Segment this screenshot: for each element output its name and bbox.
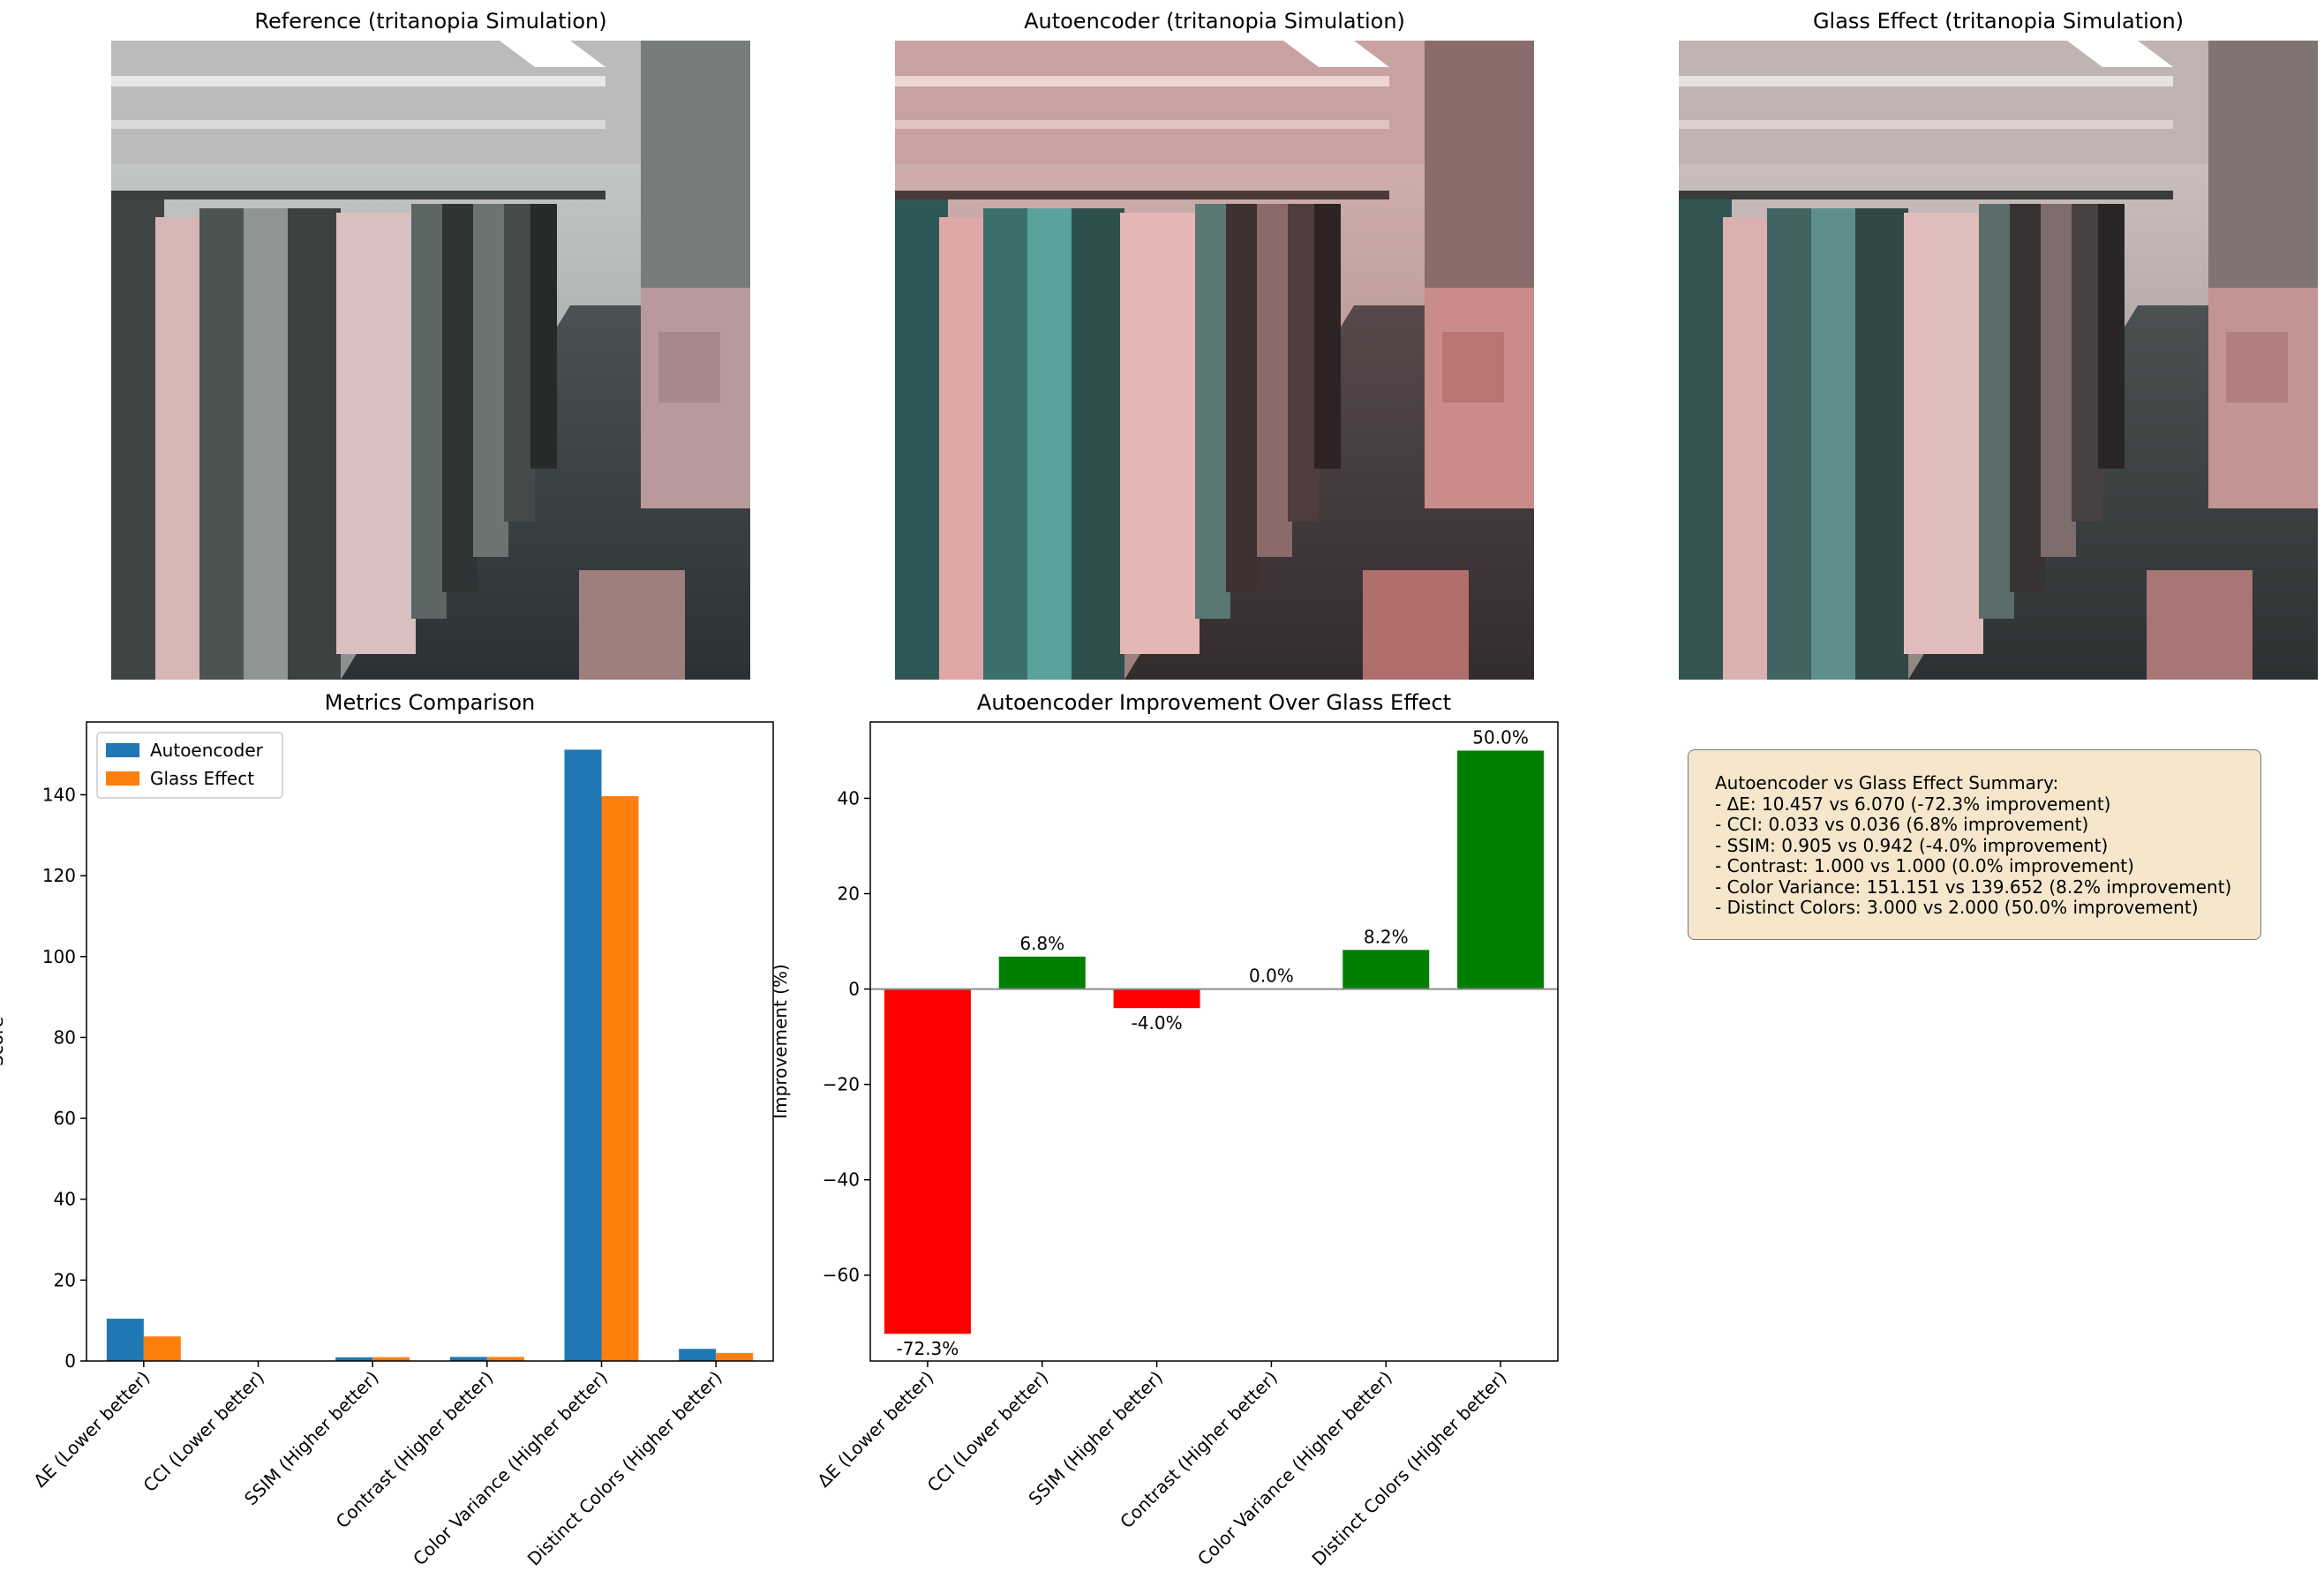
reference-image: [111, 41, 750, 680]
glass-effect-bar: [486, 1357, 524, 1361]
glass-effect-bar: [716, 1352, 754, 1361]
chart1-frame: [86, 721, 774, 1362]
chart2-ylabel: Improvement (%): [770, 964, 791, 1119]
summary-line: - SSIM: 0.905 vs 0.942 (-4.0% improvemen…: [1715, 834, 2109, 856]
negative-improvement-bar: [884, 989, 971, 1335]
chart2-ytick-label: 20: [838, 883, 860, 905]
positive-improvement-bar: [998, 956, 1086, 989]
autoencoder-bar: [679, 1349, 717, 1361]
improvement-data-label: -72.3%: [897, 1338, 959, 1359]
chart1-legend-swatch: [106, 743, 139, 757]
improvement-data-label: -4.0%: [1132, 1012, 1183, 1034]
chart1-xtick-label: SSIM (Higher better): [240, 1367, 383, 1510]
chart1-ytick-label: 100: [42, 946, 76, 967]
chart1-xtick-label: Contrast (Higher better): [332, 1367, 498, 1533]
summary-line: - Contrast: 1.000 vs 1.000 (0.0% improve…: [1715, 855, 2134, 876]
chart1-xtick-label: Color Variance (Higher better): [409, 1367, 612, 1570]
summary-line: - ΔE: 10.457 vs 6.070 (-72.3% improvemen…: [1715, 793, 2111, 815]
chart2-ytick-label: −60: [823, 1265, 860, 1286]
chart1-legend-label: Glass Effect: [150, 768, 254, 789]
chart2-title: Autoencoder Improvement Over Glass Effec…: [977, 690, 1451, 715]
chart1-ylabel: Score: [0, 1017, 7, 1066]
chart2-ytick-label: 40: [838, 787, 860, 808]
improvement-data-label: 6.8%: [1019, 933, 1064, 954]
summary-box: Autoencoder vs Glass Effect Summary: - ΔE…: [1688, 749, 2261, 940]
chart2-xtick-label: Color Variance (Higher better): [1193, 1367, 1396, 1570]
chart1-ytick-label: 60: [54, 1108, 76, 1129]
chart2-xtick-label: Distinct Colors (Higher better): [1308, 1367, 1511, 1570]
summary-line: - CCI: 0.033 vs 0.036 (6.8% improvement): [1715, 814, 2089, 835]
chart1-xtick-label: Distinct Colors (Higher better): [523, 1367, 726, 1570]
autoencoder-bar: [106, 1319, 144, 1361]
chart2-xtick-label: ΔE (Lower better): [813, 1367, 937, 1492]
chart1-ytick-label: 80: [54, 1026, 76, 1048]
chart1-legend-label: Autoencoder: [150, 740, 264, 761]
chart1-ytick-label: 140: [42, 784, 76, 805]
chart1-ytick-label: 20: [54, 1269, 76, 1290]
glass-effect-bar: [372, 1357, 410, 1361]
negative-improvement-bar: [1113, 989, 1200, 1009]
chart1-xtick-label: ΔE (Lower better): [29, 1367, 154, 1492]
chart2-ytick-label: −20: [823, 1074, 860, 1095]
improvement-data-label: 8.2%: [1364, 926, 1409, 947]
chart2-frame: [869, 721, 1559, 1362]
chart1-ytick-label: 120: [42, 865, 76, 886]
glass-effect-image: [1679, 41, 2318, 680]
autoencoder-bar: [564, 749, 602, 1361]
autoencoder-bar: [335, 1357, 373, 1361]
chart2-ytick-label: 0: [848, 979, 860, 1000]
glass-effect-bar: [601, 796, 639, 1361]
summary-heading: Autoencoder vs Glass Effect Summary:: [1715, 772, 2059, 793]
chart1-xtick-label: CCI (Lower better): [139, 1367, 268, 1497]
positive-improvement-bar: [1343, 950, 1430, 989]
improvement-data-label: 0.0%: [1249, 966, 1294, 987]
chart1-legend-swatch: [106, 771, 139, 786]
glass-effect-bar: [143, 1336, 181, 1361]
chart1-ytick-label: 40: [54, 1189, 76, 1210]
chart2-ytick-label: −40: [823, 1169, 860, 1191]
summary-line: - Distinct Colors: 3.000 vs 2.000 (50.0%…: [1715, 897, 2199, 918]
positive-improvement-bar: [1457, 750, 1545, 989]
chart2-xtick-label: Contrast (Higher better): [1116, 1367, 1282, 1533]
improvement-data-label: 50.0%: [1472, 726, 1529, 748]
chart1-legend-box: [96, 732, 283, 799]
chart2-xtick-label: SSIM (Higher better): [1024, 1367, 1167, 1510]
autoencoder-panel-title: Autoencoder (tritanopia Simulation): [1024, 9, 1405, 34]
autoencoder-bar: [449, 1357, 487, 1361]
reference-panel-title: Reference (tritanopia Simulation): [254, 9, 607, 34]
chart2-xtick-label: CCI (Lower better): [923, 1367, 1053, 1497]
chart1-ytick-label: 0: [64, 1350, 76, 1372]
glass-panel-title: Glass Effect (tritanopia Simulation): [1812, 9, 2185, 34]
chart1-title: Metrics Comparison: [325, 690, 535, 715]
autoencoder-image: [895, 41, 1534, 680]
summary-line: - Color Variance: 151.151 vs 139.652 (8.…: [1715, 876, 2232, 898]
